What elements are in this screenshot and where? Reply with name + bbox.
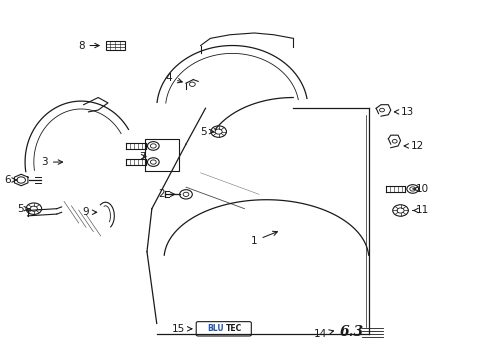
Text: BLU: BLU <box>206 324 223 333</box>
Text: TEC: TEC <box>225 324 242 333</box>
Text: 10: 10 <box>412 184 428 194</box>
Bar <box>105 41 125 50</box>
Text: 13: 13 <box>394 107 414 117</box>
Text: 4: 4 <box>165 73 182 83</box>
Text: 6.3: 6.3 <box>339 325 363 339</box>
Text: 11: 11 <box>412 206 428 216</box>
Text: 8: 8 <box>78 41 99 50</box>
Text: 6: 6 <box>5 175 17 185</box>
Text: 12: 12 <box>403 141 424 151</box>
Text: 5: 5 <box>199 127 213 136</box>
Text: 1: 1 <box>250 231 277 246</box>
Text: 3: 3 <box>41 157 62 167</box>
Text: 2: 2 <box>158 189 174 199</box>
Text: 14: 14 <box>313 329 333 339</box>
Text: 7: 7 <box>139 152 145 162</box>
Text: 15: 15 <box>172 324 191 334</box>
Text: 5: 5 <box>17 204 29 214</box>
Text: 9: 9 <box>82 207 97 217</box>
FancyBboxPatch shape <box>196 321 251 336</box>
